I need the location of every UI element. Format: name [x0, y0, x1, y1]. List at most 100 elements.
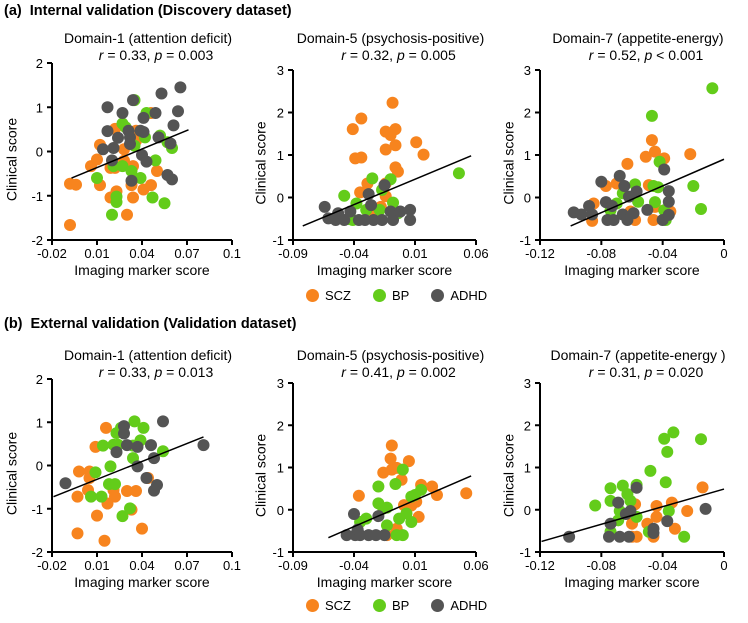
data-point-adhd — [59, 477, 72, 490]
data-point-bp — [106, 208, 118, 221]
data-point-scz — [71, 490, 84, 503]
regression-line — [53, 436, 204, 498]
data-point-bp — [91, 172, 103, 185]
stats-label: r = 0.32, p = 0.005 — [341, 47, 456, 63]
legend-label: BP — [392, 598, 410, 613]
data-point-scz — [385, 439, 398, 452]
data-point-bp — [645, 109, 658, 122]
data-point-adhd — [618, 180, 631, 193]
data-point-scz — [417, 148, 430, 161]
y-axis-label: Clinical score — [253, 121, 269, 204]
regression-line — [570, 158, 725, 227]
scatter-panel-4: Domain-1 (attention deficit)r = 0.33, p … — [4, 347, 241, 590]
x-axis-label: Imaging marker score — [564, 574, 700, 590]
x-axis-label: Imaging marker score — [317, 262, 453, 278]
data-point-adhd — [641, 203, 654, 216]
data-point-scz — [647, 214, 660, 227]
data-point-adhd — [603, 530, 615, 543]
x-axis-label: Imaging marker score — [317, 574, 453, 590]
data-point-adhd — [612, 496, 625, 509]
r-symbol: r — [99, 47, 105, 63]
data-point-bp — [695, 433, 707, 446]
data-point-adhd — [121, 439, 133, 452]
stats-label: r = 0.31, p = 0.020 — [589, 364, 704, 380]
x-tick-label: -0.04 — [339, 246, 369, 261]
p-symbol: p — [153, 364, 162, 380]
data-point-bp — [109, 478, 121, 491]
data-point-bp — [116, 510, 129, 523]
data-point-adhd — [661, 515, 674, 528]
y-tick-label: 0 — [524, 503, 531, 518]
data-point-bp — [95, 490, 108, 503]
y-tick-label: 0 — [277, 503, 284, 518]
data-point-bp — [662, 505, 675, 518]
x-tick-label: -0.09 — [278, 246, 308, 261]
x-tick-label: -0.04 — [339, 558, 369, 573]
data-point-adhd — [662, 195, 675, 208]
legend-item-bp: BP — [373, 598, 409, 613]
legend-item-bp: BP — [373, 288, 409, 303]
y-tick-label: 3 — [277, 63, 284, 78]
scz-dot-icon — [306, 289, 319, 302]
data-point-bp — [338, 189, 351, 202]
y-axis-label: Clinical score — [501, 121, 517, 204]
data-point-scz — [681, 505, 694, 518]
x-tick-label: 0 — [720, 246, 727, 261]
x-axis-label: Imaging marker score — [564, 262, 700, 278]
stats-label: r = 0.41, p = 0.002 — [341, 364, 456, 380]
data-point-scz — [70, 178, 82, 191]
data-point-scz — [121, 208, 133, 221]
data-point-scz — [121, 485, 133, 498]
data-point-scz — [649, 145, 661, 158]
data-point-bp — [396, 463, 409, 476]
data-point-adhd — [376, 214, 389, 227]
y-tick-label: 0 — [36, 459, 43, 474]
y-tick-label: 0 — [277, 191, 284, 206]
data-point-scz — [100, 421, 112, 434]
panel-title: Domain-1 (attention deficit) — [64, 30, 232, 46]
adhd-dot-icon — [431, 599, 445, 612]
data-point-bp — [624, 494, 637, 507]
data-point-bp — [678, 530, 691, 543]
r-symbol: r — [589, 47, 595, 63]
data-point-adhd — [124, 137, 136, 150]
data-point-adhd — [174, 81, 187, 94]
legend-bottom: SCZ BP ADHD — [306, 598, 487, 613]
y-axis-label: Clinical score — [253, 434, 269, 517]
y-tick-label: 1 — [277, 148, 284, 163]
data-point-adhd — [97, 143, 109, 156]
data-point-adhd — [197, 439, 210, 452]
data-point-scz — [346, 123, 359, 136]
data-point-bp — [104, 460, 117, 473]
data-point-adhd — [604, 517, 617, 530]
data-point-scz — [91, 153, 103, 166]
r-value: 0.41 — [362, 364, 389, 380]
r-value: 0.32 — [362, 47, 389, 63]
data-point-bp — [644, 464, 657, 477]
data-point-adhd — [613, 530, 626, 543]
data-point-adhd — [110, 446, 123, 459]
data-point-bp — [85, 490, 97, 503]
data-point-bp — [659, 476, 672, 489]
data-point-adhd — [394, 205, 407, 218]
data-point-scz — [352, 489, 365, 502]
data-point-adhd — [613, 169, 626, 182]
data-point-adhd — [140, 155, 153, 168]
data-point-adhd — [318, 200, 331, 213]
data-point-adhd — [149, 107, 162, 120]
data-point-adhd — [607, 214, 620, 227]
x-tick-label: 0 — [720, 558, 727, 573]
data-point-bp — [706, 82, 719, 95]
y-tick-label: -1 — [31, 502, 43, 517]
data-point-adhd — [365, 199, 378, 212]
panel-title: Domain-5 (psychosis-positive) — [297, 30, 485, 46]
data-point-bp — [366, 172, 379, 185]
data-point-bp — [116, 160, 129, 173]
data-point-adhd — [131, 460, 144, 473]
data-point-adhd — [164, 137, 177, 150]
y-tick-label: -2 — [31, 233, 43, 248]
data-point-scz — [98, 534, 111, 547]
data-point-adhd — [329, 214, 342, 227]
data-point-bp — [667, 426, 680, 439]
